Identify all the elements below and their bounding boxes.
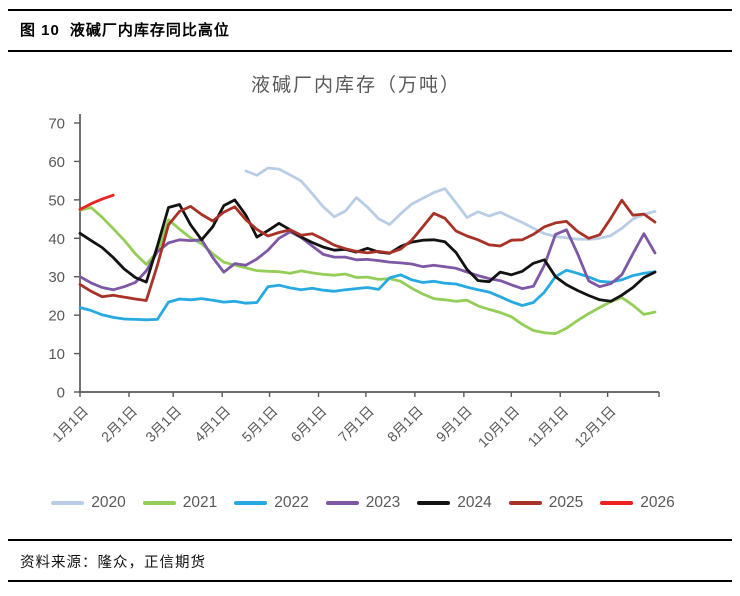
- legend-label-2024: 2024: [457, 494, 492, 511]
- legend-label-2025: 2025: [548, 494, 584, 511]
- series-line-2022: [78, 268, 657, 322]
- y-tick-label: 60: [48, 154, 65, 171]
- series-line-2023: [78, 228, 657, 292]
- inventory-line-chart: 0 10 20 30 40 50 60 70 1月1日 2月1日 3月1日 4月1日 5月1日 6月1日 7…: [48, 114, 660, 451]
- legend-swatch-2024: [417, 501, 451, 505]
- y-tick-label: 20: [48, 308, 65, 325]
- header-divider: [8, 50, 732, 52]
- legend-swatch-2025: [508, 501, 542, 505]
- source-divider: [8, 539, 732, 541]
- x-tick-label: 10月1日: [475, 403, 523, 451]
- x-tick-label: 2月1日: [98, 403, 140, 445]
- legend-item-2025: 2025: [508, 494, 584, 512]
- legend-item-2021: 2021: [142, 494, 218, 512]
- x-tick-label: 5月1日: [239, 403, 281, 445]
- x-tick-label: 3月1日: [142, 403, 184, 445]
- y-tick-label: 0: [57, 385, 65, 402]
- figure-title: 液碱厂内库存同比高位: [69, 22, 230, 39]
- legend-label-2022: 2022: [274, 494, 309, 511]
- top-divider: [8, 9, 732, 12]
- legend-swatch-2020: [51, 501, 85, 505]
- legend-label-2021: 2021: [182, 494, 218, 511]
- legend-item-2026: 2026: [600, 494, 675, 512]
- legend-item-2022: 2022: [234, 494, 309, 512]
- x-tick-label: 6月1日: [288, 403, 330, 445]
- series-line-2021: [78, 206, 657, 336]
- legend-label-2020: 2020: [91, 494, 126, 511]
- x-tick-label: 7月1日: [335, 403, 377, 445]
- source-note: 资料来源：隆众，正信期货: [20, 555, 206, 571]
- chart-legend: 2020 2021 2022 2023 2024 2025 2026: [0, 494, 726, 512]
- figure-number: 图 10: [20, 22, 60, 39]
- series-line-2024: [78, 198, 657, 303]
- y-tick-label: 10: [48, 346, 65, 363]
- legend-swatch-2023: [325, 501, 359, 505]
- series-line-2020: [244, 166, 657, 241]
- y-tick-label: 70: [48, 116, 65, 133]
- y-tick-label: 50: [48, 192, 65, 209]
- legend-label-2026: 2026: [640, 494, 675, 511]
- legend-item-2024: 2024: [417, 494, 492, 512]
- series-line-2026: [78, 193, 115, 211]
- x-tick-label: 9月1日: [433, 403, 475, 445]
- legend-swatch-2021: [142, 501, 176, 505]
- figure-caption: 图 10 液碱厂内库存同比高位: [20, 19, 230, 40]
- legend-item-2020: 2020: [51, 494, 126, 512]
- legend-swatch-2022: [234, 501, 268, 505]
- x-tick-label: 11月1日: [524, 403, 571, 450]
- y-tick-label: 30: [48, 269, 65, 286]
- legend-item-2023: 2023: [325, 494, 401, 512]
- x-tick-label: 1月1日: [49, 403, 91, 445]
- x-tick-label: 8月1日: [384, 403, 426, 445]
- x-tick-label: 4月1日: [191, 403, 233, 445]
- series-line-2025: [78, 198, 657, 302]
- legend-label-2023: 2023: [365, 494, 401, 511]
- x-tick-label: 12月1日: [571, 403, 619, 451]
- y-tick-label: 40: [48, 231, 65, 248]
- chart-title: 液碱厂内库存（万吨）: [250, 75, 461, 96]
- legend-swatch-2026: [600, 501, 634, 505]
- bottom-divider: [8, 580, 732, 582]
